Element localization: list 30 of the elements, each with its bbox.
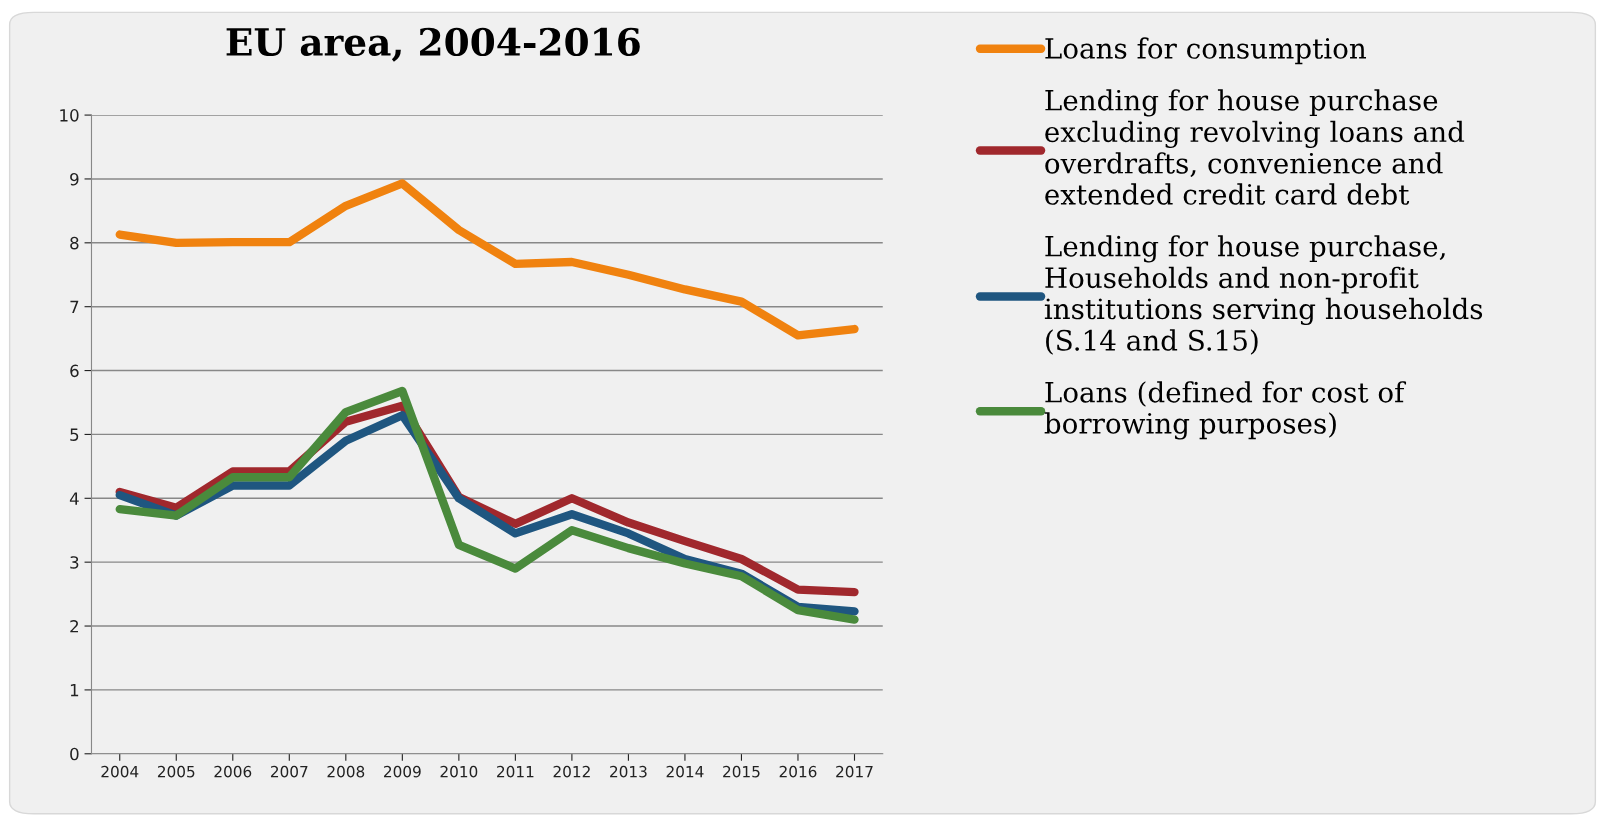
x-tick-label: 2006	[214, 765, 252, 778]
y-tick-label: 3	[70, 556, 79, 569]
legend-label: Loans for consumption	[1045, 37, 1367, 65]
x-tick-label: 2011	[497, 765, 534, 778]
y-tick-label: 4	[69, 492, 79, 505]
x-tick-label: 2008	[327, 765, 365, 778]
y-tick-label: 10	[60, 109, 79, 122]
x-tick-label: 2012	[553, 765, 590, 778]
x-tick-label: 2004	[101, 765, 139, 778]
legend-label: Lending for house purchase excluding revolving loans and overdrafts, convenience and extended credit card debt	[1045, 89, 1465, 205]
y-tick-label: 2	[70, 620, 79, 633]
x-tick-label: 2010	[440, 765, 478, 778]
x-tick-label: 2007	[270, 765, 308, 778]
x-tick-label: 2017	[836, 765, 873, 778]
y-tick-label: 1	[70, 684, 79, 697]
y-tick-label: 7	[70, 300, 79, 314]
x-tick-label: 2005	[157, 765, 195, 778]
y-tick-label: 6	[70, 364, 79, 378]
legend-label: Loans (defined for cost of borrowing purposes)	[1044, 381, 1407, 440]
x-tick-label: 2009	[384, 765, 421, 778]
y-tick-label: 9	[70, 172, 79, 186]
x-tick-label: 2014	[666, 765, 704, 778]
legend-label: Lending for house purchase, Households and non-profit institutions serving households (S.14 and S.15)	[1044, 235, 1483, 355]
y-tick-label: 5	[70, 428, 79, 441]
y-tick-label: 0	[70, 747, 79, 761]
x-tick-label: 2013	[610, 765, 647, 778]
chart-title: EU area, 2004-2016	[226, 27, 640, 62]
x-tick-label: 2015	[723, 765, 760, 778]
x-tick-label: 2016	[779, 765, 817, 778]
y-tick-label: 8	[70, 236, 79, 250]
